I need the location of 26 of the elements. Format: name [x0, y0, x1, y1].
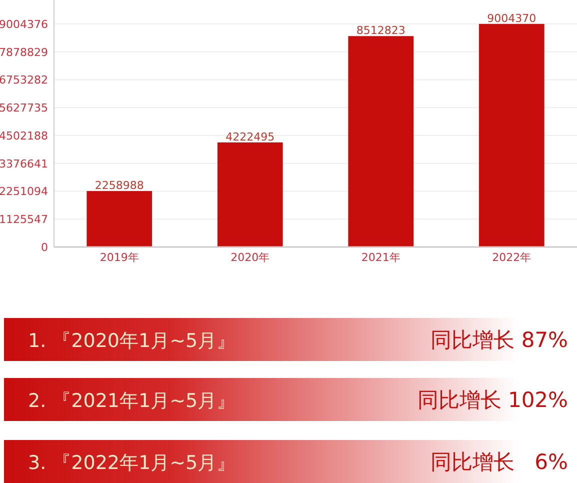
- data-label: 2258988: [94, 179, 144, 192]
- y-tick-label: 7878829: [0, 46, 48, 59]
- text: 同比增长 102%: [417, 388, 568, 412]
- bar: [348, 36, 414, 247]
- text: 2. 『2021年1月~5月』: [28, 390, 236, 412]
- data-label: 9004370: [487, 12, 536, 25]
- bar: [217, 142, 283, 247]
- y-tick-label: 9004376: [0, 18, 48, 31]
- x-tick-label: 2019年: [100, 251, 139, 264]
- text: 3. 『2022年1月~5月』: [28, 452, 236, 474]
- y-tick-label: 0: [41, 241, 48, 254]
- y-tick-label: 5627735: [0, 102, 48, 115]
- text: 同比增长 6%: [430, 450, 568, 474]
- x-tick-label: 2021年: [361, 251, 400, 264]
- data-label: 8512823: [356, 24, 406, 38]
- y-tick-label: 2251094: [0, 185, 48, 198]
- x-tick-label: 2022年: [492, 251, 532, 264]
- y-tick-label: 3376641: [0, 157, 48, 170]
- y-tick-label: 1125547: [0, 213, 48, 226]
- bar: [86, 191, 152, 247]
- text: 1. 『2020年1月~5月』: [28, 330, 236, 352]
- text: 同比增长 87%: [430, 328, 568, 352]
- data-label: 4222495: [226, 130, 275, 144]
- y-tick-label: 6753282: [0, 74, 48, 87]
- x-tick-label: 2020年: [230, 251, 270, 264]
- bar: [478, 24, 544, 247]
